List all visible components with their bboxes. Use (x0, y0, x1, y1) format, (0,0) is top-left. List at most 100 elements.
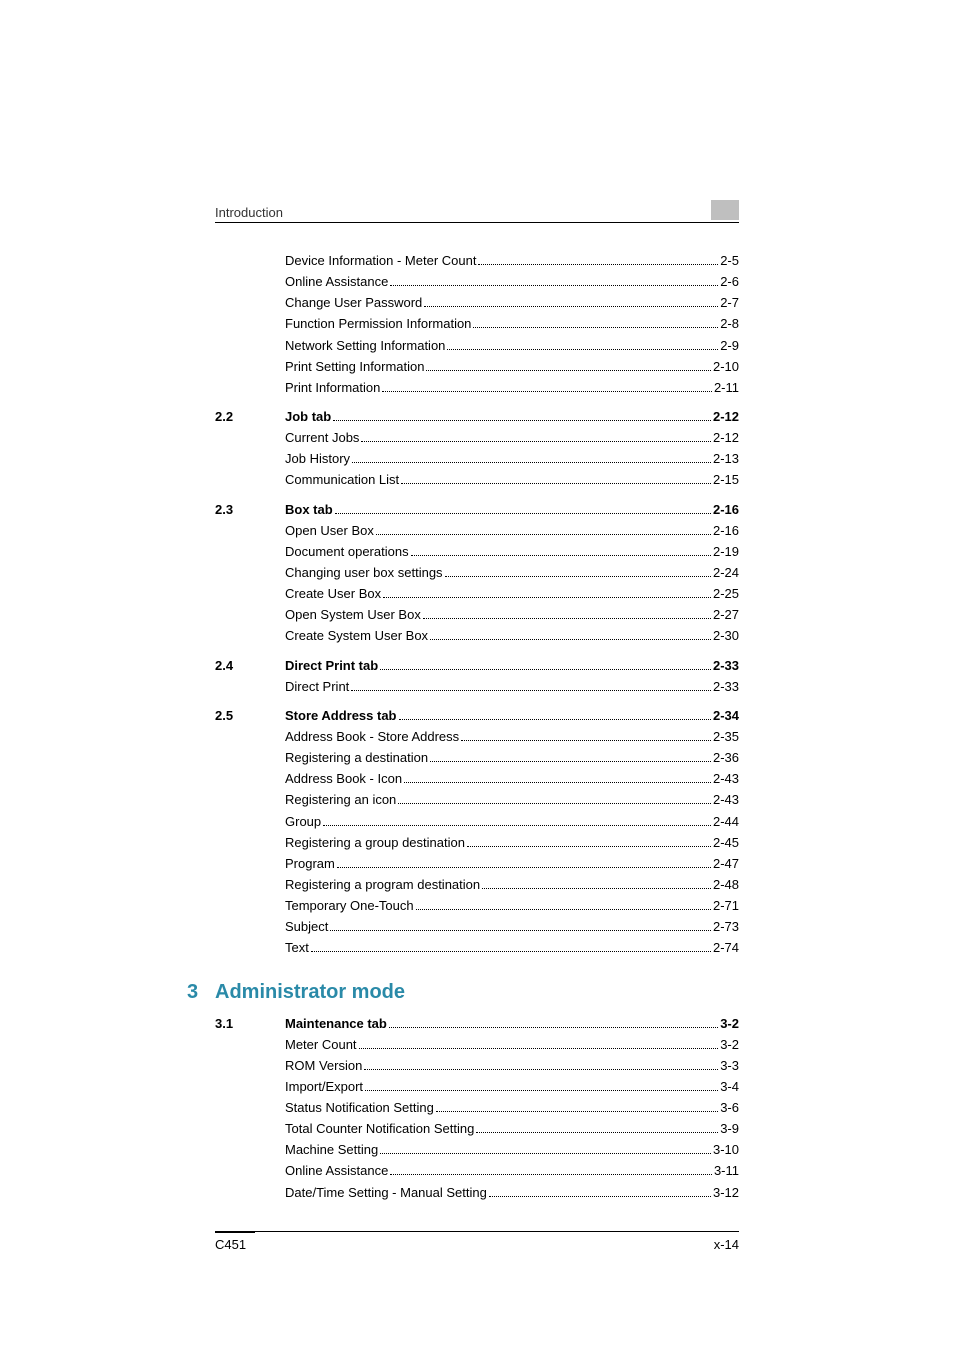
toc-section-number: 2.2 (215, 407, 285, 427)
toc-entry: Create User Box 2-25 (285, 584, 739, 604)
toc-entry-page: 2-11 (714, 378, 739, 398)
toc-dots (476, 1132, 718, 1133)
toc-row: Document operations 2-19 (215, 542, 739, 562)
toc-entry: Registering a group destination 2-45 (285, 833, 739, 853)
toc-entry: Job History 2-13 (285, 449, 739, 469)
toc-entry-label: Document operations (285, 542, 409, 562)
toc-row: Changing user box settings 2-24 (215, 563, 739, 583)
toc-entry: Maintenance tab 3-2 (285, 1014, 739, 1034)
toc-row: Import/Export 3-4 (215, 1077, 739, 1097)
toc-row: Registering an icon 2-43 (215, 790, 739, 810)
toc-entry-page: 3-4 (720, 1077, 739, 1097)
toc-entry: Import/Export 3-4 (285, 1077, 739, 1097)
toc-dots (447, 349, 718, 350)
toc-section-number: 3.1 (215, 1014, 285, 1034)
toc-row: Device Information - Meter Count 2-5 (215, 251, 739, 271)
toc-entry-page: 2-12 (713, 428, 739, 448)
toc-chapter: 3.1Maintenance tab 3-2Meter Count 3-2ROM… (215, 1014, 739, 1203)
toc-dots (352, 462, 711, 463)
toc-entry: Print Setting Information 2-10 (285, 357, 739, 377)
toc-dots (389, 1027, 718, 1028)
toc-entry: Changing user box settings 2-24 (285, 563, 739, 583)
toc-entry-label: Box tab (285, 500, 333, 520)
toc-entry: Online Assistance 3-11 (285, 1161, 739, 1181)
toc-dots (335, 513, 711, 514)
toc-entry: Subject 2-73 (285, 917, 739, 937)
toc-entry-page: 2-36 (713, 748, 739, 768)
toc-row: Create User Box 2-25 (215, 584, 739, 604)
toc-entry-label: Direct Print tab (285, 656, 378, 676)
footer-left: C451 (215, 1231, 255, 1252)
toc-entry-label: Online Assistance (285, 1161, 388, 1181)
page-header: Introduction (215, 200, 739, 223)
toc-entry: Online Assistance 2-6 (285, 272, 739, 292)
toc-dots (333, 420, 711, 421)
toc-dots (382, 391, 712, 392)
toc-entry: ROM Version 3-3 (285, 1056, 739, 1076)
toc-entry-page: 3-2 (720, 1014, 739, 1034)
toc-entry: Print Information 2-11 (285, 378, 739, 398)
toc-entry-page: 2-10 (713, 357, 739, 377)
toc-entry-page: 2-48 (713, 875, 739, 895)
toc-dots (473, 327, 718, 328)
toc-entry-page: 2-43 (713, 769, 739, 789)
toc-entry-page: 2-6 (720, 272, 739, 292)
toc-row: Text 2-74 (215, 938, 739, 958)
toc-entry-label: Registering a group destination (285, 833, 465, 853)
toc-entry: Document operations 2-19 (285, 542, 739, 562)
toc-entry-page: 2-34 (713, 706, 739, 726)
toc-dots (404, 782, 711, 783)
toc-entry: Registering a program destination 2-48 (285, 875, 739, 895)
toc-entry-label: Direct Print (285, 677, 349, 697)
toc-dots (424, 306, 718, 307)
toc-gap (215, 648, 739, 656)
toc-dots (430, 761, 711, 762)
toc-entry-label: Address Book - Store Address (285, 727, 459, 747)
toc-entry: Registering a destination 2-36 (285, 748, 739, 768)
toc-main: Device Information - Meter Count 2-5Onli… (215, 251, 739, 959)
toc-entry-label: Online Assistance (285, 272, 388, 292)
toc-section-number: 2.3 (215, 500, 285, 520)
toc-row: Communication List 2-15 (215, 470, 739, 490)
toc-entry-page: 3-11 (714, 1161, 739, 1181)
toc-row: Address Book - Icon 2-43 (215, 769, 739, 789)
toc-row: Direct Print 2-33 (215, 677, 739, 697)
toc-row: Print Information 2-11 (215, 378, 739, 398)
toc-entry: Date/Time Setting - Manual Setting 3-12 (285, 1183, 739, 1203)
toc-entry-label: Text (285, 938, 309, 958)
toc-entry-label: Open User Box (285, 521, 374, 541)
toc-entry-label: Address Book - Icon (285, 769, 402, 789)
toc-entry-label: Temporary One-Touch (285, 896, 414, 916)
toc-entry: Registering an icon 2-43 (285, 790, 739, 810)
toc-entry-label: Subject (285, 917, 328, 937)
footer-right: x-14 (714, 1237, 739, 1252)
toc-dots (364, 1069, 718, 1070)
toc-entry-label: Date/Time Setting - Manual Setting (285, 1183, 487, 1203)
toc-dots (489, 1196, 711, 1197)
toc-row: Address Book - Store Address 2-35 (215, 727, 739, 747)
toc-entry-label: Create System User Box (285, 626, 428, 646)
toc-row: 2.4Direct Print tab 2-33 (215, 656, 739, 676)
toc-entry-label: Current Jobs (285, 428, 359, 448)
toc-entry-label: Function Permission Information (285, 314, 471, 334)
chapter-heading: 3 Administrator mode (215, 981, 739, 1004)
toc-row: Online Assistance 2-6 (215, 272, 739, 292)
toc-entry: Meter Count 3-2 (285, 1035, 739, 1055)
toc-entry-label: Device Information - Meter Count (285, 251, 476, 271)
toc-entry-label: Open System User Box (285, 605, 421, 625)
toc-entry-label: Total Counter Notification Setting (285, 1119, 474, 1139)
toc-section-number: 2.5 (215, 706, 285, 726)
toc-gap (215, 492, 739, 500)
toc-dots (390, 285, 718, 286)
toc-entry-page: 2-71 (713, 896, 739, 916)
toc-row: Network Setting Information 2-9 (215, 336, 739, 356)
toc-entry-page: 2-24 (713, 563, 739, 583)
toc-entry-page: 2-7 (720, 293, 739, 313)
toc-dots (376, 534, 711, 535)
toc-entry-page: 2-73 (713, 917, 739, 937)
toc-entry-page: 2-9 (720, 336, 739, 356)
toc-entry-page: 2-47 (713, 854, 739, 874)
toc-entry-page: 2-12 (713, 407, 739, 427)
toc-dots (467, 846, 711, 847)
toc-row: 3.1Maintenance tab 3-2 (215, 1014, 739, 1034)
